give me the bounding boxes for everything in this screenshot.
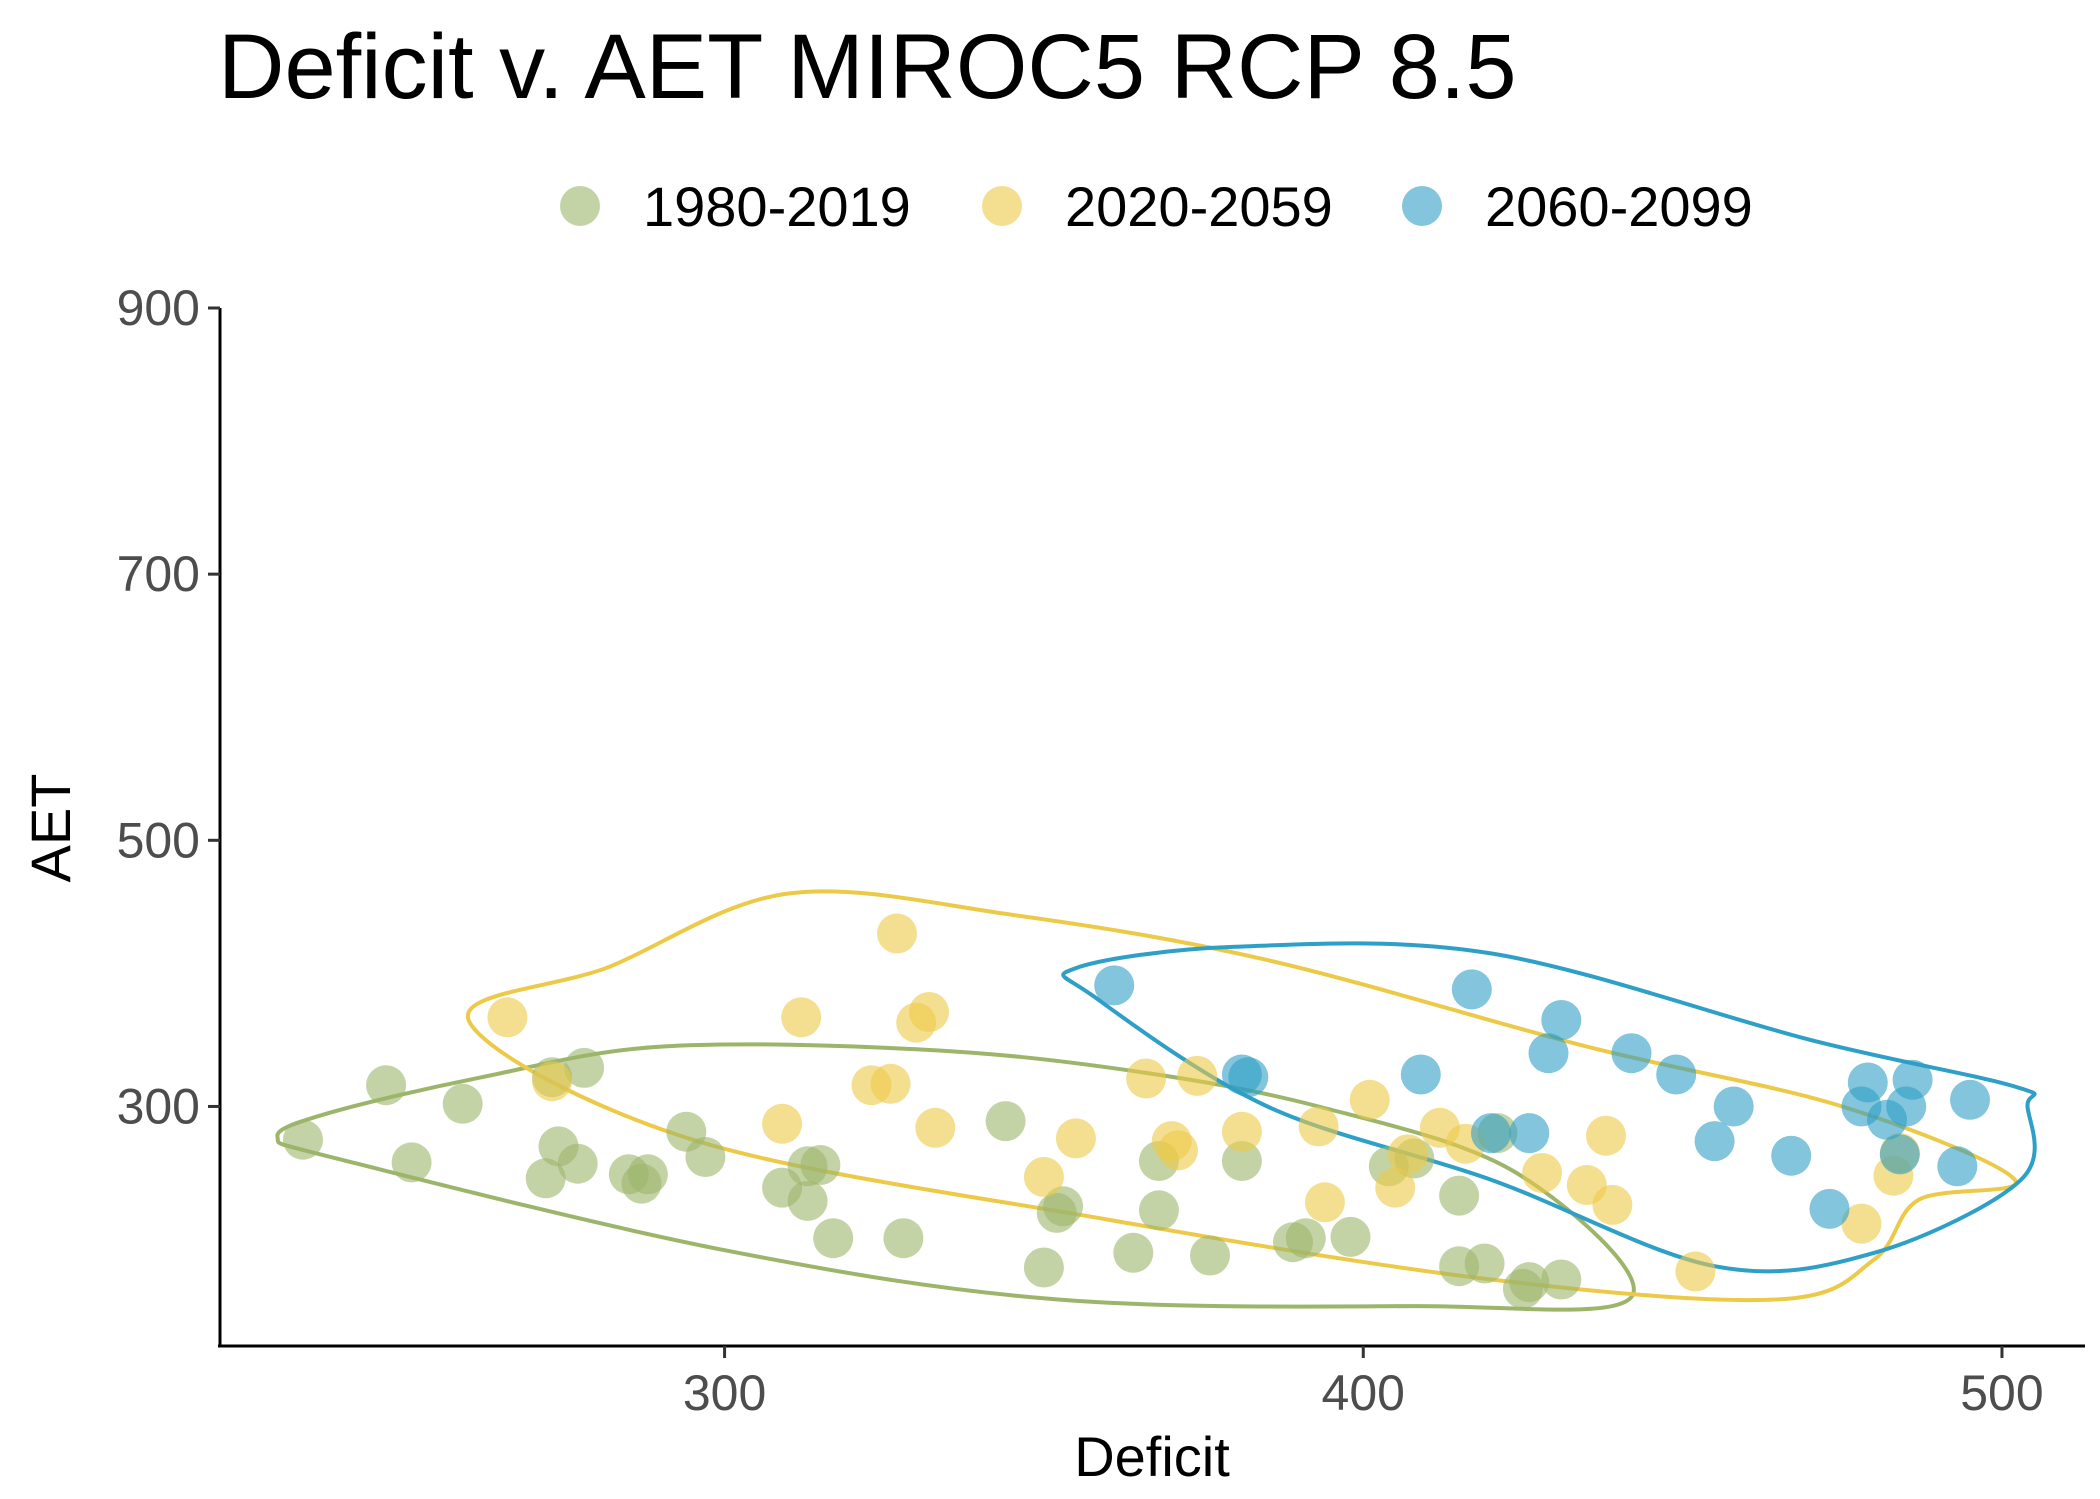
hull-outlines <box>275 889 2037 1312</box>
data-point <box>442 1083 483 1124</box>
data-point <box>1950 1079 1990 1120</box>
data-point <box>1592 1184 1633 1225</box>
legend-label: 2060-2099 <box>1485 175 1753 238</box>
data-point <box>564 1047 605 1088</box>
data-point <box>1879 1134 1920 1175</box>
data-point <box>787 1180 828 1221</box>
data-point <box>762 1103 803 1144</box>
data-point <box>1221 1111 1262 1152</box>
axis-ticks: 300 400 500 300 500 700 900 <box>117 280 2044 1421</box>
data-point <box>1285 1218 1326 1259</box>
data-point <box>557 1143 598 1184</box>
legend-key <box>982 186 1022 226</box>
data-point <box>1023 1157 1064 1197</box>
y-tick-label: 300 <box>117 1078 200 1134</box>
data-point <box>366 1065 407 1106</box>
x-tick-label: 400 <box>1322 1365 1405 1421</box>
data-point <box>1094 965 1135 1006</box>
data-point <box>1298 1106 1339 1147</box>
hull-outline-2020-2059 <box>465 889 2018 1303</box>
legend-item: 1980-2019 <box>560 175 911 238</box>
data-point <box>1464 1243 1505 1284</box>
data-point <box>909 992 949 1032</box>
legend-item: 2060-2099 <box>1402 175 1753 238</box>
data-point <box>1892 1059 1933 1100</box>
data-point <box>1055 1118 1096 1159</box>
legend-label: 1980-2019 <box>643 175 911 238</box>
chart-title: Deficit v. AET MIROC5 RCP 8.5 <box>218 16 1517 118</box>
legend-key <box>1402 186 1442 226</box>
data-point <box>1375 1167 1416 1208</box>
data-point <box>1675 1251 1716 1292</box>
legend-item: 2020-2059 <box>982 175 1333 238</box>
data-point <box>1113 1232 1154 1273</box>
legend: 1980-2019 2020-2059 2060-2099 <box>560 175 1753 238</box>
data-point <box>1349 1079 1390 1120</box>
y-tick-label: 500 <box>117 812 200 868</box>
data-point <box>1509 1113 1550 1154</box>
x-tick-label: 500 <box>1960 1365 2043 1421</box>
data-point <box>1158 1130 1198 1171</box>
data-point <box>1388 1134 1428 1175</box>
data-point <box>525 1158 566 1199</box>
data-point <box>1043 1186 1084 1227</box>
data-point <box>1023 1247 1064 1288</box>
data-point <box>487 997 528 1038</box>
data-points <box>283 913 1990 1309</box>
y-axis-title: AET <box>19 774 82 883</box>
y-tick-label: 700 <box>117 546 200 602</box>
data-point <box>1177 1055 1218 1096</box>
data-point <box>1694 1121 1735 1162</box>
data-point <box>283 1119 323 1160</box>
x-axis-title: Deficit <box>1074 1425 1230 1488</box>
data-point <box>1841 1203 1882 1244</box>
hull-outline-1980-2019 <box>275 1042 1636 1312</box>
hull-outline-2060-2099 <box>1061 941 2037 1274</box>
data-point <box>1809 1188 1850 1229</box>
data-point <box>1771 1135 1812 1176</box>
x-tick-label: 300 <box>683 1365 766 1421</box>
data-point <box>685 1137 726 1177</box>
data-point <box>1586 1115 1626 1156</box>
data-point <box>1304 1182 1345 1223</box>
data-point <box>1400 1054 1441 1095</box>
data-point <box>391 1142 432 1183</box>
data-point <box>627 1154 668 1195</box>
data-point <box>915 1107 956 1148</box>
data-point <box>1509 1262 1550 1303</box>
data-point <box>1126 1058 1167 1099</box>
data-point <box>1228 1057 1269 1098</box>
legend-label: 2020-2059 <box>1065 175 1333 238</box>
data-point <box>1656 1054 1697 1095</box>
data-point <box>800 1145 841 1185</box>
data-point <box>1847 1062 1888 1103</box>
data-point <box>1937 1146 1978 1187</box>
data-point <box>1528 1033 1569 1074</box>
data-point <box>781 997 822 1038</box>
data-point <box>1439 1175 1480 1216</box>
data-point <box>1221 1141 1262 1181</box>
data-point <box>532 1061 573 1102</box>
data-point <box>1541 1259 1582 1300</box>
data-point <box>870 1063 911 1104</box>
data-point <box>1713 1086 1754 1127</box>
data-point <box>985 1101 1026 1142</box>
data-point <box>877 913 917 954</box>
data-point <box>1330 1216 1371 1257</box>
y-tick-label: 900 <box>117 280 200 336</box>
data-point <box>1138 1190 1179 1231</box>
data-point <box>883 1218 924 1259</box>
data-point <box>1451 969 1492 1010</box>
data-point <box>1522 1153 1563 1193</box>
data-point <box>1611 1033 1652 1074</box>
data-point <box>1471 1113 1511 1154</box>
data-point <box>1541 1000 1582 1040</box>
legend-key <box>560 186 600 226</box>
data-point <box>1190 1235 1230 1276</box>
data-point <box>813 1218 854 1259</box>
